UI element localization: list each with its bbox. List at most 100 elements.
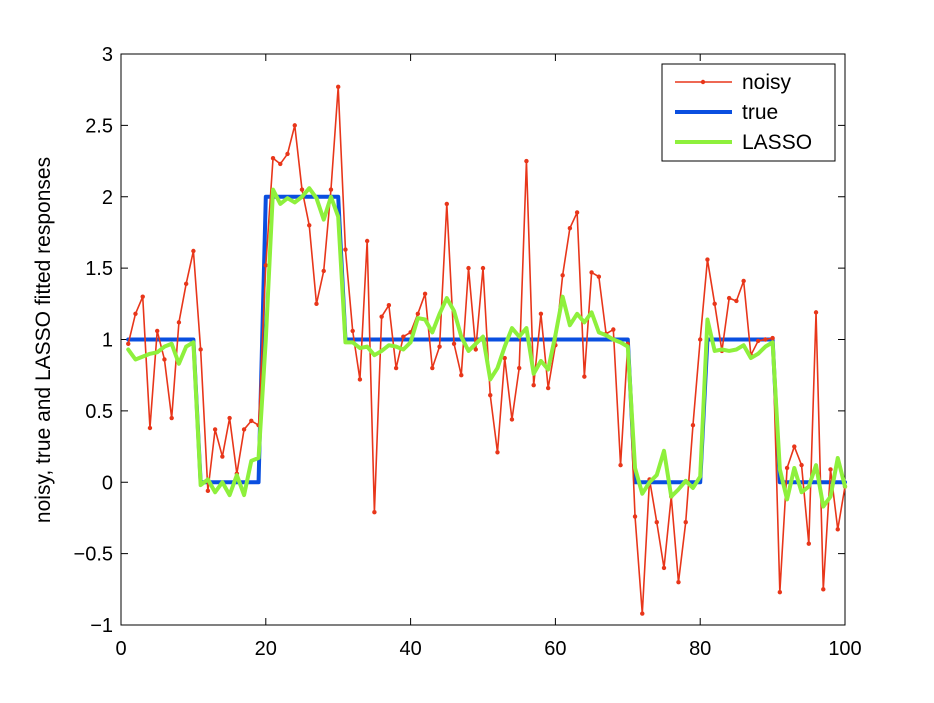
y-axis-label: noisy, true and LASSO fitted responses: [32, 157, 55, 523]
data-point-noisy: [321, 268, 326, 274]
data-point-noisy: [770, 335, 775, 341]
data-point-noisy: [784, 465, 790, 471]
data-point-noisy: [350, 328, 355, 334]
data-point-noisy: [683, 520, 688, 525]
data-point-noisy: [502, 355, 507, 361]
data-point-noisy: [307, 223, 312, 228]
series-line-lasso: [126, 186, 847, 509]
data-point-noisy: [336, 84, 341, 90]
y-tick-label: 0.5: [85, 401, 113, 423]
y-tick-label: 2: [102, 187, 113, 209]
series-group: [126, 84, 848, 616]
data-point-noisy: [654, 520, 659, 525]
data-point-noisy: [835, 527, 840, 532]
data-point-noisy: [191, 248, 196, 254]
data-point-noisy: [357, 377, 363, 382]
data-point-noisy: [430, 365, 435, 371]
data-point-noisy: [466, 265, 471, 271]
x-tick-label: 40: [399, 638, 421, 660]
data-point-noisy: [545, 385, 551, 391]
data-point-noisy: [140, 294, 145, 299]
data-point-noisy: [524, 158, 529, 164]
data-point-noisy: [263, 263, 268, 268]
data-point-noisy: [567, 225, 573, 231]
data-point-noisy: [734, 298, 739, 304]
data-point-noisy: [379, 314, 384, 319]
data-point-noisy: [741, 278, 746, 284]
data-point-noisy: [415, 311, 421, 317]
data-point-noisy: [517, 365, 522, 371]
data-point-noisy: [661, 565, 667, 571]
data-point-noisy: [509, 417, 515, 422]
x-tick-label: 20: [255, 638, 277, 660]
data-point-noisy: [451, 341, 457, 346]
data-point-noisy: [582, 374, 587, 379]
data-point-noisy: [676, 579, 681, 585]
data-point-noisy: [205, 488, 211, 494]
data-point-noisy: [488, 392, 493, 398]
x-tick-label: 100: [828, 638, 861, 660]
data-point-noisy: [372, 510, 377, 515]
y-tick-label: −0.5: [74, 544, 113, 566]
data-point-noisy: [632, 514, 638, 519]
data-point-noisy: [690, 422, 696, 428]
data-point-noisy: [560, 273, 565, 278]
data-point-noisy: [183, 281, 189, 287]
legend-label-true: true: [742, 101, 778, 124]
y-tick-label: 1: [102, 330, 113, 352]
data-point-noisy: [726, 295, 732, 301]
legend-label-lasso: LASSO: [742, 131, 812, 154]
data-point-noisy: [538, 311, 544, 317]
data-point-noisy: [495, 450, 500, 455]
data-point-noisy: [155, 328, 160, 334]
data-point-noisy: [278, 161, 283, 167]
y-tick-label: 0: [102, 472, 113, 494]
data-point-noisy: [806, 541, 811, 546]
data-point-noisy: [437, 344, 442, 349]
data-point-noisy: [792, 444, 797, 449]
legend-marker-noisy: [700, 79, 706, 85]
y-tick-label: 2.5: [85, 115, 113, 137]
y-tick-label: 1.5: [85, 258, 113, 280]
data-point-noisy: [162, 357, 167, 362]
legend-label-noisy: noisy: [742, 71, 792, 94]
data-point-noisy: [292, 123, 297, 128]
data-point-noisy: [705, 257, 710, 262]
data-point-noisy: [531, 382, 536, 388]
data-point-noisy: [459, 372, 464, 378]
data-point-noisy: [611, 327, 616, 332]
data-point-noisy: [227, 415, 232, 421]
data-point-noisy: [270, 156, 276, 161]
data-point-noisy: [176, 320, 182, 325]
data-point-noisy: [777, 589, 783, 595]
data-point-noisy: [763, 337, 768, 342]
y-tick-label: 3: [102, 44, 113, 66]
data-point-noisy: [314, 301, 319, 307]
data-point-noisy: [480, 265, 486, 271]
data-point-noisy: [169, 415, 174, 421]
data-point-noisy: [828, 467, 833, 472]
data-point-noisy: [698, 337, 703, 342]
data-point-noisy: [755, 338, 761, 344]
x-tick-label: 80: [689, 638, 711, 660]
data-point-noisy: [444, 201, 449, 207]
data-point-noisy: [386, 303, 392, 308]
legend-box: [661, 63, 836, 162]
data-point-noisy: [133, 311, 138, 317]
data-point-noisy: [640, 611, 645, 616]
data-point-noisy: [220, 454, 225, 459]
data-point-noisy: [574, 210, 580, 215]
data-point-noisy: [364, 238, 370, 244]
data-point-noisy: [212, 427, 218, 432]
data-point-noisy: [422, 291, 428, 297]
data-point-noisy: [596, 274, 602, 279]
data-point-noisy: [249, 418, 254, 424]
legend: noisy true LASSO: [661, 63, 836, 162]
data-point-noisy: [821, 587, 826, 592]
data-point-noisy: [198, 347, 203, 352]
data-point-noisy: [147, 425, 153, 431]
data-point-noisy: [328, 187, 334, 192]
data-point-noisy: [473, 347, 478, 352]
axis-ticks: 0 20 40 60 80 100 −1 −0.5 0 0.5 1 1.5 2 2.5 3: [74, 44, 862, 660]
data-point-noisy: [813, 310, 819, 315]
